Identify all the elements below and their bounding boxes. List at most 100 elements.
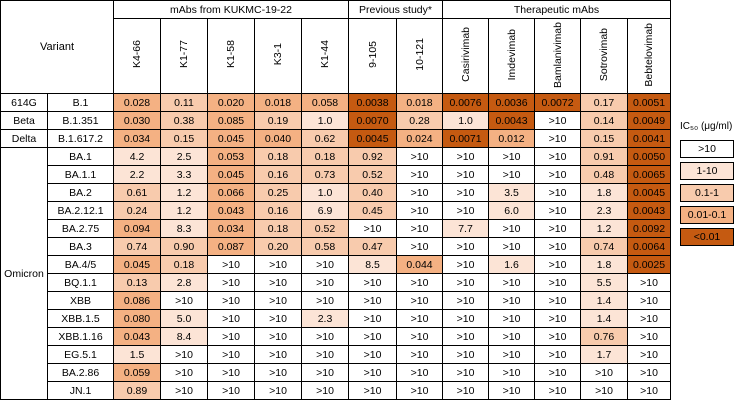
ic50-cell: 0.15 [580, 129, 628, 148]
ic50-cell: 1.0 [442, 111, 489, 130]
variant-header-label: Variant [39, 41, 75, 53]
legend-item: 1-10 [680, 162, 734, 180]
legend: IC₅₀ (μg/ml) >10 1-10 0.1-1 0.01-0.1 <0.01 [680, 120, 738, 250]
ic50-cell: >10 [442, 165, 489, 184]
ic50-cell: >10 [534, 255, 581, 274]
ic50-cell: 1.2 [580, 219, 628, 238]
ic50-cell: 0.043 [207, 201, 255, 220]
ic50-cell: 1.8 [580, 183, 628, 202]
ic50-cell: >10 [627, 291, 671, 310]
ic50-cell: >10 [396, 165, 443, 184]
table-body: 614G B.1 0.028 0.11 0.020 0.018 0.058 0.0038 0.0… [0, 93, 671, 400]
ic50-cell: >10 [396, 219, 443, 238]
ic50-cell: >10 [348, 381, 397, 400]
ic50-cell: >10 [534, 381, 581, 400]
antibody-header-imdevimab: Imdevimab [488, 18, 535, 94]
ic50-cell: 0.0041 [627, 129, 671, 148]
ic50-cell: >10 [254, 291, 302, 310]
ic50-cell: >10 [534, 201, 581, 220]
lineage-cell: BA.1 [47, 147, 114, 166]
ic50-cell: 0.087 [207, 237, 255, 256]
ic50-cell: 0.15 [160, 129, 208, 148]
ic50-cell: >10 [254, 327, 302, 346]
ic50-cell: 0.012 [488, 129, 535, 148]
legend-title: IC₅₀ (μg/ml) [680, 121, 733, 132]
ic50-cell: >10 [580, 381, 628, 400]
ic50-cell: 0.62 [301, 129, 349, 148]
ic50-cell: >10 [534, 309, 581, 328]
ic50-cell: >10 [534, 363, 581, 382]
legend-item: 0.01-0.1 [680, 206, 734, 224]
legend-items: >10 1-10 0.1-1 0.01-0.1 <0.01 [680, 140, 738, 246]
ic50-cell: 0.24 [113, 201, 161, 220]
table-row: EG.5.1 1.5 >10 >10 >10 >10 >10 >10 >10 >10 >10 1.7 >… [1, 345, 671, 364]
antibody-header-9-105: 9-105 [348, 18, 397, 94]
ic50-cell: >10 [534, 219, 581, 238]
ic50-cell: 0.18 [160, 255, 208, 274]
ic50-cell: >10 [254, 255, 302, 274]
ic50-cell: 0.0045 [348, 129, 397, 148]
ic50-cell: >10 [534, 183, 581, 202]
lineage-cell: XBB [47, 291, 114, 310]
ic50-cell: 0.045 [207, 129, 255, 148]
ic50-cell: >10 [396, 183, 443, 202]
table-row: Delta B.1.617.2 0.034 0.15 0.045 0.040 0.62 0.0… [0, 129, 671, 148]
antibody-label: 9-105 [366, 41, 379, 68]
ic50-cell: 5.5 [580, 273, 628, 292]
ic50-cell: >10 [442, 363, 489, 382]
ic50-cell: >10 [160, 363, 208, 382]
ic50-cell: >10 [488, 165, 535, 184]
ic50-cell: 0.28 [396, 111, 443, 130]
ic50-cell: >10 [627, 381, 671, 400]
table-row: XBB.1.5 0.080 5.0 >10 >10 2.3 >10 >10 >10 >10 >10 1… [1, 309, 671, 328]
ic50-cell: >10 [348, 309, 397, 328]
ic50-cell: 0.14 [580, 111, 628, 130]
ic50-cell: 1.6 [488, 255, 535, 274]
ic50-cell: 4.2 [113, 147, 161, 166]
ic50-cell: 0.16 [254, 165, 302, 184]
ic50-cell: 0.0051 [627, 93, 671, 112]
ic50-cell: >10 [488, 363, 535, 382]
ic50-cell: 0.080 [113, 309, 161, 328]
ic50-cell: 0.066 [207, 183, 255, 202]
ic50-cell: >10 [396, 309, 443, 328]
ic50-cell: >10 [396, 363, 443, 382]
lineage-cell: EG.5.1 [47, 345, 114, 364]
ic50-cell: >10 [488, 345, 535, 364]
antibody-header-k4-66: K4-66 [113, 18, 161, 94]
ic50-cell: >10 [442, 327, 489, 346]
ic50-cell: 0.13 [113, 273, 161, 292]
ic50-cell: >10 [301, 255, 349, 274]
table-row: BA.3 0.74 0.90 0.087 0.20 0.58 0.47 >10 >10 >10 >1… [1, 237, 671, 256]
lineage-cell: BQ.1.1 [47, 273, 114, 292]
ic50-cell: 1.2 [160, 183, 208, 202]
ic50-cell: 0.61 [113, 183, 161, 202]
antibody-header-k1-77: K1-77 [160, 18, 208, 94]
antibody-label: K3-1 [272, 43, 284, 66]
ic50-cell: >10 [627, 309, 671, 328]
group-header-kukmc: mAbs from KUKMC-19-22 [113, 0, 349, 19]
ic50-cell: 0.0043 [627, 201, 671, 220]
ic50-cell: >10 [301, 381, 349, 400]
ic50-cell: >10 [534, 327, 581, 346]
ic50-cell: 0.028 [113, 93, 161, 112]
ic50-cell: >10 [396, 291, 443, 310]
ic50-table: Variant mAbs from KUKMC-19-22 Previous s… [0, 0, 671, 400]
ic50-cell: 7.7 [442, 219, 489, 238]
lineage-cell: XBB.1.5 [47, 309, 114, 328]
ic50-cell: 1.0 [301, 111, 349, 130]
ic50-cell: >10 [534, 345, 581, 364]
ic50-cell: 0.18 [254, 147, 302, 166]
ic50-cell: 0.058 [301, 93, 349, 112]
ic50-cell: 0.059 [113, 363, 161, 382]
antibody-header-10-121: 10-121 [396, 18, 443, 94]
ic50-cell: >10 [488, 219, 535, 238]
table-row: BA.4/5 0.045 0.18 >10 >10 >10 8.5 0.044 >10 1.6 >1… [1, 255, 671, 274]
antibody-header-bamlanivimab: Bamlanivimab [534, 18, 581, 94]
table-row: BA.2.12.1 0.24 1.2 0.043 0.16 6.9 0.45 >10 >10 6.… [1, 201, 671, 220]
ic50-cell: 0.52 [348, 165, 397, 184]
antibody-label: Casirivimab [459, 27, 472, 82]
ic50-cell: 0.020 [207, 93, 255, 112]
ic50-cell: >10 [254, 309, 302, 328]
ic50-cell: 1.0 [301, 183, 349, 202]
